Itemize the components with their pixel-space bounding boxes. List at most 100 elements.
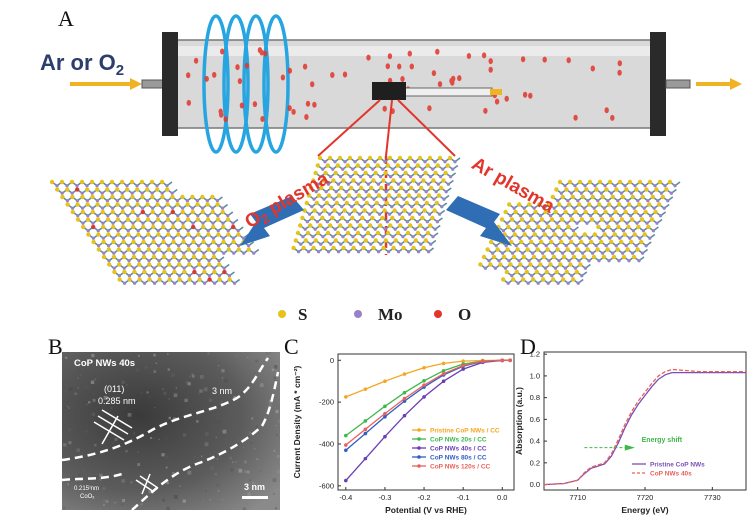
molybdenum-atom: [435, 220, 439, 224]
sulfur-atom: [125, 202, 130, 207]
molybdenum-atom: [426, 182, 430, 186]
sulfur-atom: [162, 269, 167, 275]
sulfur-atom: [315, 230, 321, 236]
sulfur-atom: [120, 194, 125, 200]
sulfur-atom: [146, 247, 151, 252]
tem-grain: [275, 507, 277, 510]
sulfur-atom: [412, 208, 417, 213]
molybdenum-atom: [212, 251, 216, 255]
tem-grain: [221, 369, 225, 373]
molybdenum-atom: [152, 251, 156, 255]
series-line: [543, 371, 746, 486]
molybdenum-atom: [85, 184, 89, 188]
tem-grain: [121, 380, 125, 384]
molybdenum-atom: [543, 266, 548, 270]
sulfur-atom: [205, 202, 210, 207]
tem-grain: [250, 442, 252, 444]
molybdenum-atom: [365, 220, 369, 224]
molybdenum-atom: [373, 227, 377, 231]
molybdenum-atom: [207, 259, 211, 263]
tem-grain: [115, 471, 118, 473]
molybdenum-atom: [332, 197, 336, 201]
molybdenum-atom: [343, 160, 347, 164]
sulfur-atom: [555, 247, 560, 252]
sulfur-atom: [507, 202, 512, 207]
molybdenum-atom: [117, 274, 121, 278]
tem-grain: [155, 362, 157, 364]
sulfur-atom: [563, 209, 568, 215]
sulfur-atom: [424, 200, 429, 206]
sulfur-atom: [301, 245, 306, 251]
oxygen-atom: [75, 187, 80, 192]
sulfur-atom: [423, 238, 428, 243]
molybdenum-atom: [95, 184, 99, 188]
tem-grain: [90, 380, 95, 384]
tem-grain: [125, 371, 128, 373]
molybdenum-atom: [449, 175, 453, 179]
tem-grain: [275, 433, 278, 436]
sulfur-atom: [427, 155, 433, 161]
gas-label: Ar or O2: [40, 50, 124, 79]
molybdenum-atom: [519, 214, 523, 218]
sulfur-atom: [321, 178, 326, 183]
sulfur-atom: [654, 187, 659, 192]
tem-grain: [105, 500, 109, 503]
tem-grain: [111, 501, 114, 504]
sulfur-atom: [584, 187, 589, 192]
tem-grain: [163, 391, 167, 395]
plasma-particle: [617, 60, 622, 67]
molybdenum-atom: [115, 199, 119, 203]
sulfur-atom: [106, 232, 111, 237]
mos2-lattice-oxygen-doped: [49, 179, 260, 285]
molybdenum-atom: [327, 250, 331, 254]
sulfur-atom: [221, 224, 226, 230]
sulfur-atom: [488, 262, 493, 267]
tem-grain: [103, 454, 106, 457]
tem-grain: [150, 437, 153, 440]
molybdenum-atom: [111, 236, 115, 240]
tem-grain: [66, 405, 68, 408]
molybdenum-atom: [567, 259, 571, 263]
molybdenum-atom: [187, 244, 191, 248]
sulfur-atom: [312, 208, 317, 213]
molybdenum-atom: [172, 251, 176, 255]
sulfur-atom: [217, 262, 222, 267]
sulfur-atom: [90, 194, 95, 200]
sulfur-atom: [391, 245, 396, 251]
molybdenum-atom: [391, 167, 395, 171]
mos2-lattice-defective: [478, 179, 681, 285]
sulfur-atom: [96, 247, 102, 252]
molybdenum-atom: [352, 197, 356, 201]
molybdenum-atom: [142, 251, 146, 255]
legend-label: Pristine CoP NWs: [650, 462, 705, 469]
molybdenum-atom: [576, 281, 580, 285]
molybdenum-atom: [419, 175, 423, 179]
sulfur-atom: [190, 194, 195, 200]
molybdenum-atom: [621, 251, 625, 255]
molybdenum-atom: [362, 197, 366, 201]
molybdenum-atom: [432, 197, 436, 201]
sulfur-atom: [623, 209, 628, 215]
sulfur-atom: [345, 230, 351, 236]
plasma-particle: [488, 66, 493, 73]
molybdenum-atom: [216, 229, 220, 233]
tem-grain: [217, 421, 220, 423]
sulfur-atom: [526, 224, 531, 230]
molybdenum-atom: [569, 214, 573, 218]
tem-grain: [161, 453, 165, 457]
tem-grain: [251, 417, 254, 420]
plasma-particle: [573, 114, 578, 121]
sulfur-atom: [397, 155, 403, 161]
molybdenum-atom: [494, 244, 498, 248]
sulfur-atom: [96, 232, 101, 237]
molybdenum-atom: [514, 244, 518, 248]
molybdenum-atom: [187, 274, 191, 278]
sulfur-atom: [373, 238, 378, 243]
molybdenum-atom: [226, 214, 230, 218]
sulfur-atom: [142, 269, 147, 275]
sulfur-atom: [395, 230, 401, 236]
molybdenum-atom: [527, 259, 531, 263]
sulfur-atom: [322, 208, 327, 213]
tem-grain: [188, 375, 192, 378]
molybdenum-atom: [147, 274, 151, 278]
